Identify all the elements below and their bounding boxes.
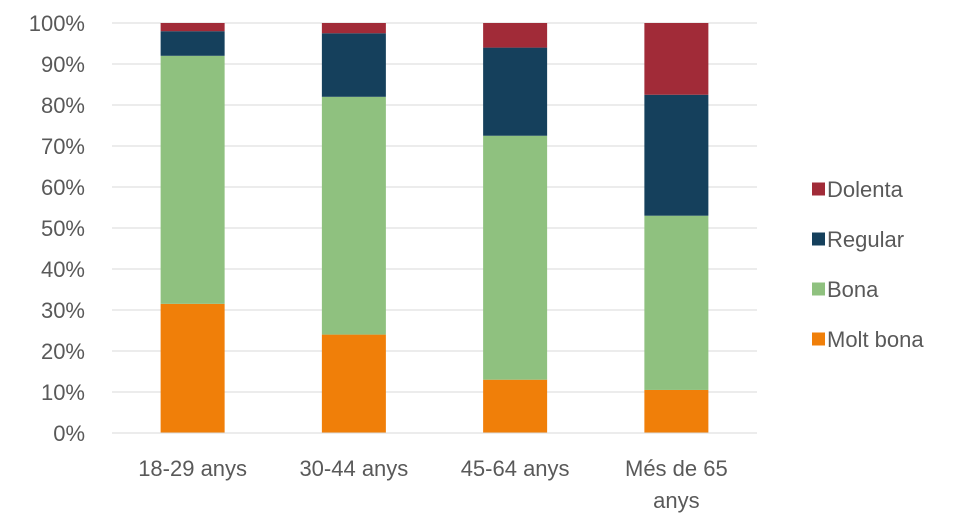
bar-segment xyxy=(644,389,709,433)
bar-segment xyxy=(321,334,386,433)
bar-segment xyxy=(483,47,548,136)
legend-label: Molt bona xyxy=(827,327,924,352)
bar-segment xyxy=(321,23,386,34)
legend-swatch xyxy=(812,232,825,246)
y-tick-label: 50% xyxy=(41,216,85,241)
bar-segment xyxy=(483,379,548,433)
legend-label: Dolenta xyxy=(827,177,904,202)
legend-swatch xyxy=(812,332,825,346)
bar-segment xyxy=(160,31,225,56)
y-tick-label: 0% xyxy=(53,421,85,446)
bar-segment xyxy=(483,135,548,380)
bar-segment xyxy=(644,215,709,390)
legend-item: Regular xyxy=(812,227,904,252)
bar-segment xyxy=(644,94,709,216)
legend-swatch xyxy=(812,282,825,296)
x-tick-label: Més de 65 anys xyxy=(625,456,728,513)
bar-segment xyxy=(160,303,225,433)
legend: Dolenta Regular Bona Molt bona xyxy=(812,177,924,352)
y-tick-label: 10% xyxy=(41,380,85,405)
legend-label: Bona xyxy=(827,277,879,302)
bar-segment xyxy=(321,96,386,335)
legend-item: Molt bona xyxy=(812,327,924,352)
bar-segment xyxy=(160,23,225,32)
x-tick-label: 45-64 anys xyxy=(461,456,570,481)
legend-swatch xyxy=(812,182,825,196)
bar-segment xyxy=(321,33,386,97)
legend-item: Dolenta xyxy=(812,177,904,202)
x-tick-label: 30-44 anys xyxy=(299,456,408,481)
bar-segment xyxy=(644,23,709,95)
y-axis-tick-labels: 0% 10% 20% 30% 40% 50% 60% 70% 80% 90% 100% xyxy=(29,11,85,446)
bar-segment xyxy=(160,55,225,304)
y-tick-label: 60% xyxy=(41,175,85,200)
y-tick-label: 80% xyxy=(41,93,85,118)
y-tick-label: 20% xyxy=(41,339,85,364)
x-tick-label: 18-29 anys xyxy=(138,456,247,481)
bar-segment xyxy=(483,23,548,48)
y-tick-label: 100% xyxy=(29,11,85,36)
legend-item: Bona xyxy=(812,277,879,302)
y-tick-label: 40% xyxy=(41,257,85,282)
legend-label: Regular xyxy=(827,227,904,252)
y-tick-label: 70% xyxy=(41,134,85,159)
y-tick-label: 90% xyxy=(41,52,85,77)
y-tick-label: 30% xyxy=(41,298,85,323)
bars xyxy=(160,23,709,433)
x-axis: 18-29 anys 30-44 anys 45-64 anys Més de 65 a… xyxy=(112,432,757,513)
